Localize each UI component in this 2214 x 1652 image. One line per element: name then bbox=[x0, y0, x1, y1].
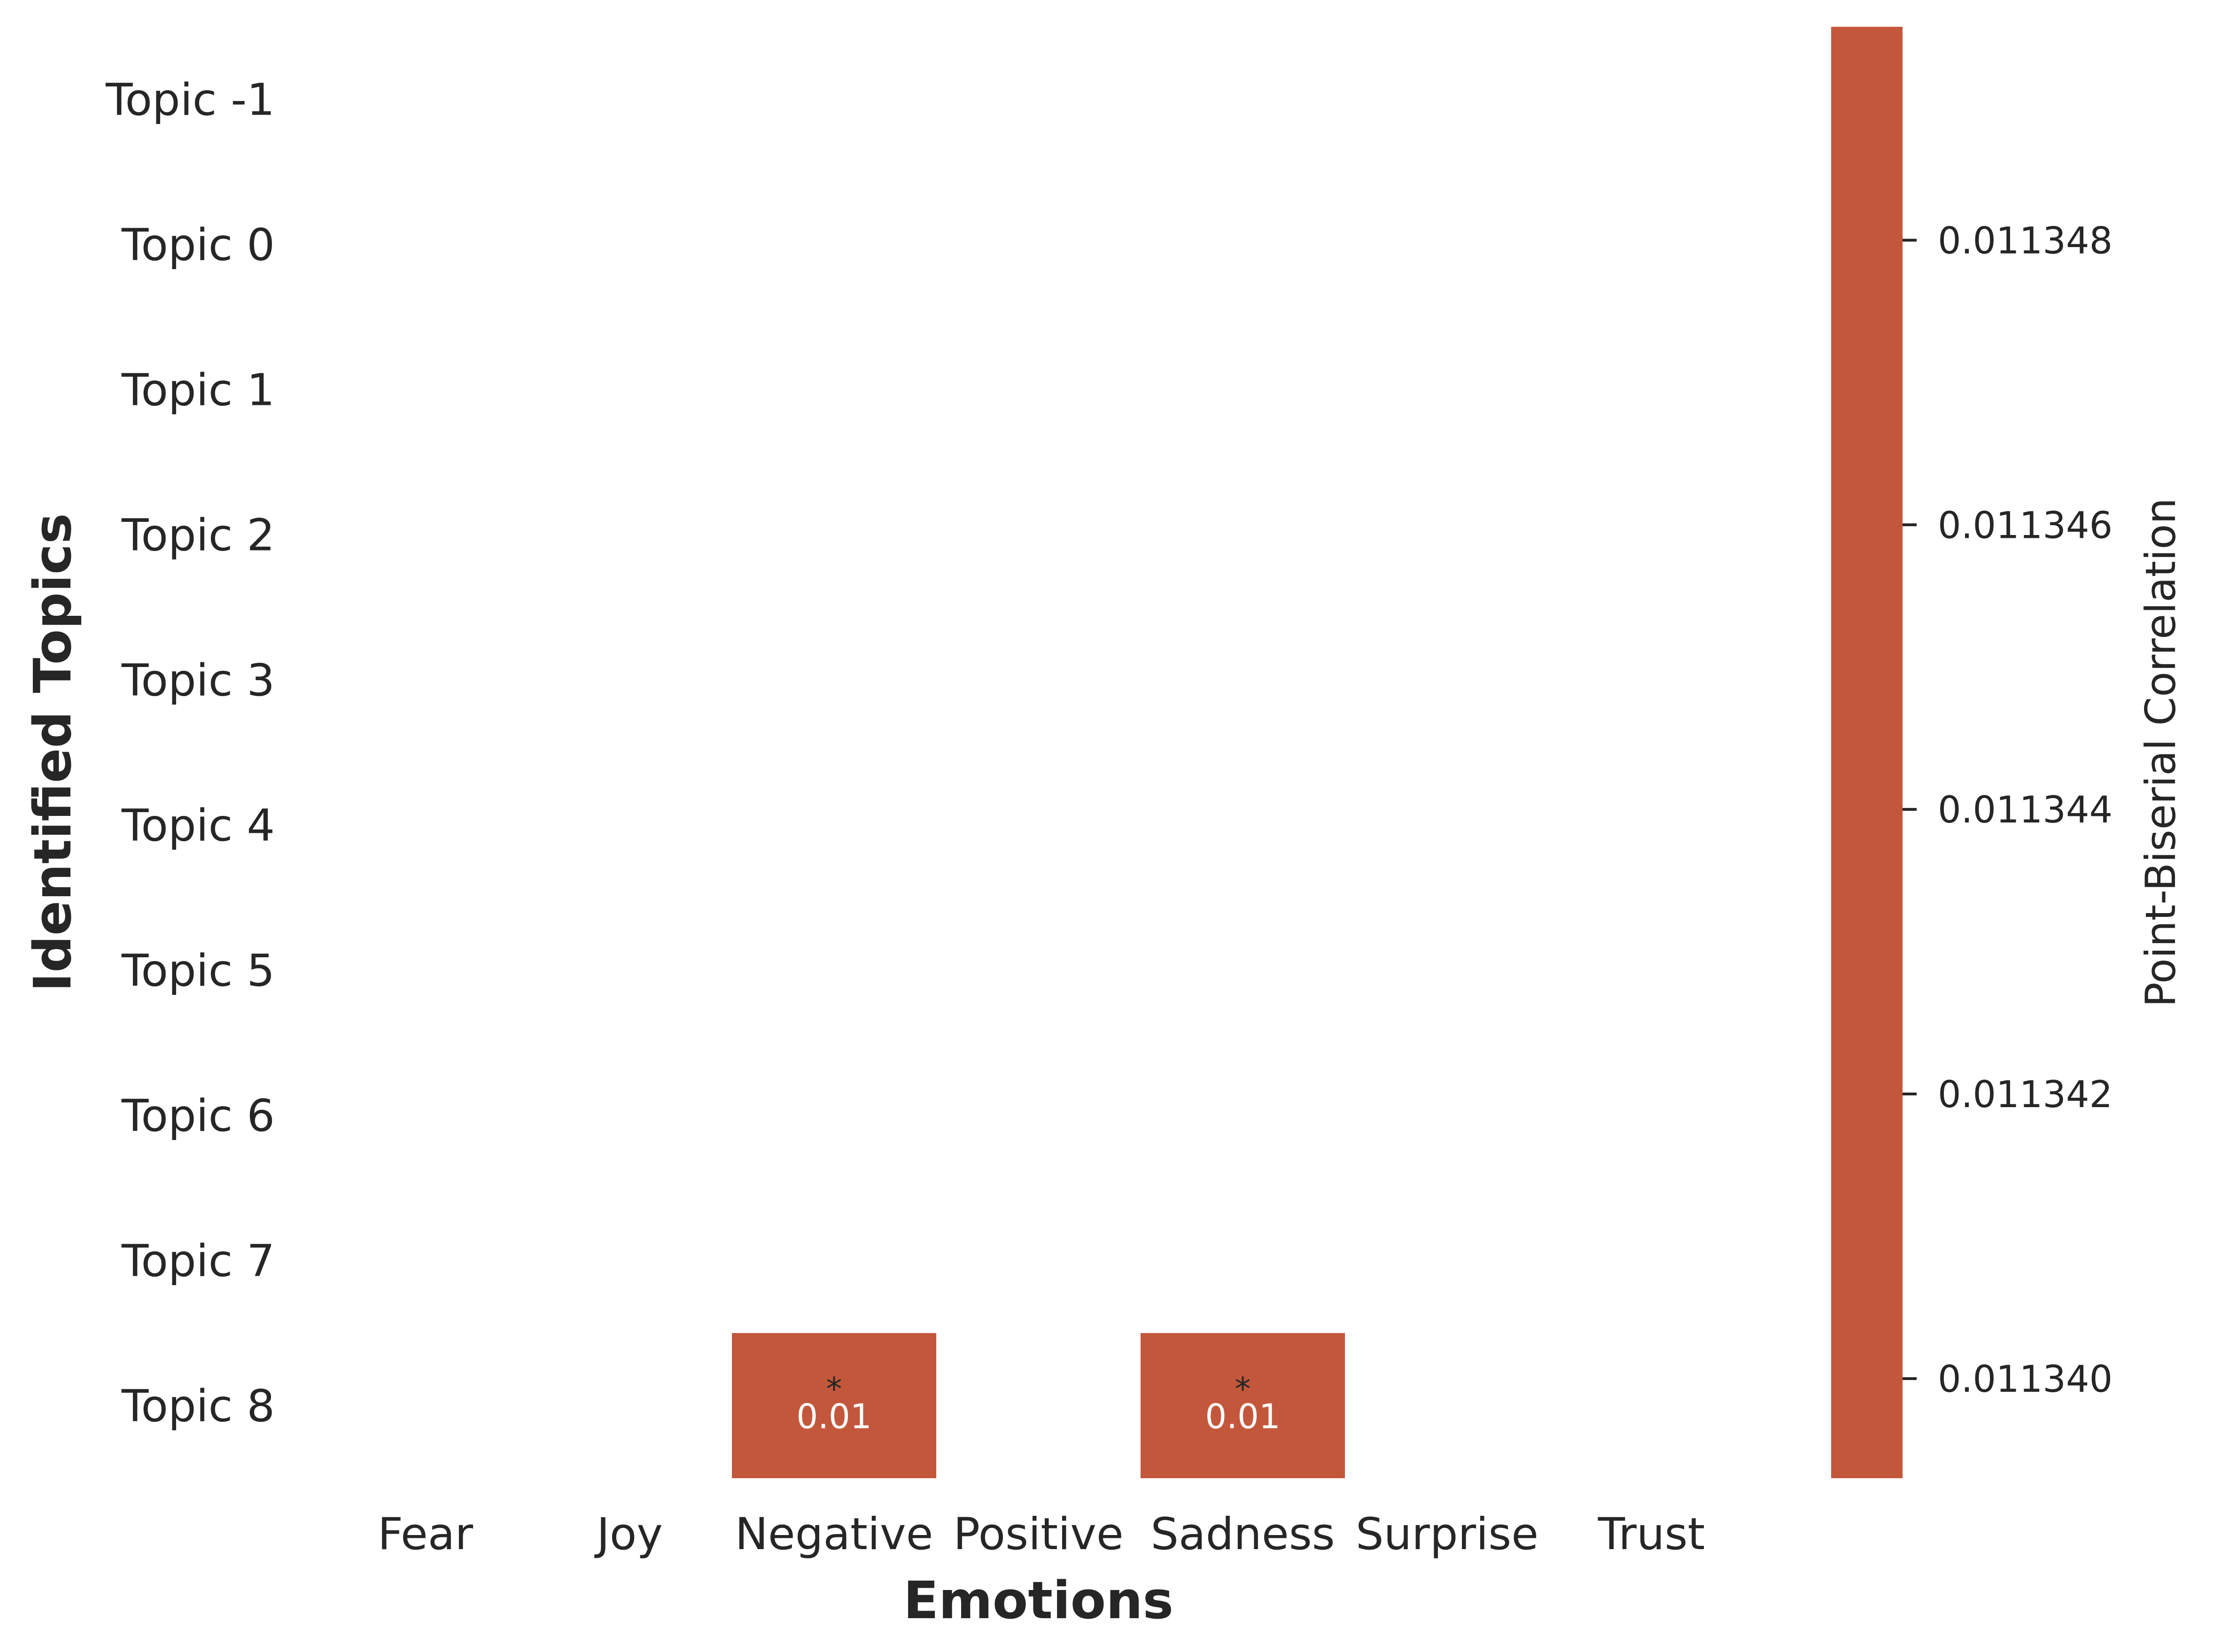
x-tick-label-positive: Positive bbox=[953, 1509, 1123, 1560]
colorbar-title: Point-Biserial Correlation bbox=[2136, 498, 2185, 1007]
cell-topic-8-sadness-value-label: 0.01 bbox=[1205, 1397, 1280, 1436]
cell-topic-8-sadness-significance: * bbox=[1235, 1371, 1251, 1408]
cell-topic-8-sadness bbox=[1141, 1333, 1345, 1478]
x-tick-label-fear: Fear bbox=[378, 1509, 473, 1560]
y-tick-label-topic-1: Topic 1 bbox=[121, 365, 275, 416]
colorbar-tick-label: 0.011340 bbox=[1938, 1358, 2113, 1401]
y-tick-label-topic-2: Topic 2 bbox=[121, 510, 275, 561]
x-tick-label-joy: Joy bbox=[594, 1509, 663, 1560]
y-tick-label-topic-3: Topic 3 bbox=[121, 655, 275, 706]
x-tick-label-negative: Negative bbox=[735, 1509, 933, 1560]
x-tick-label-surprise: Surprise bbox=[1356, 1509, 1538, 1560]
colorbar-tick-label: 0.011346 bbox=[1938, 504, 2113, 547]
y-tick-label-topic-0: Topic 0 bbox=[121, 220, 275, 271]
x-tick-label-sadness: Sadness bbox=[1150, 1509, 1335, 1560]
cell-topic-8-negative-value-label: 0.01 bbox=[796, 1397, 871, 1436]
y-tick-label-topic-8: Topic 8 bbox=[121, 1381, 275, 1432]
colorbar-tick-label: 0.011348 bbox=[1938, 220, 2113, 262]
y-tick-label-topic-7: Topic 7 bbox=[121, 1236, 275, 1287]
heatmap-cells: *0.01*0.01 bbox=[732, 1333, 1345, 1478]
colorbar-gradient bbox=[1831, 27, 1903, 1478]
y-tick-label-topic-6: Topic 6 bbox=[121, 1091, 275, 1142]
x-axis-tick-labels: Fear Joy Negative Positive Sadness Surprise Tr… bbox=[378, 1509, 1705, 1560]
x-axis-title: Emotions bbox=[903, 1570, 1173, 1630]
x-tick-label-trust: Trust bbox=[1598, 1509, 1705, 1560]
y-tick-label-topic-5: Topic 5 bbox=[121, 946, 275, 997]
y-tick-label-topic-4: Topic 4 bbox=[121, 800, 275, 852]
y-axis-tick-labels: Topic -1 Topic 0 Topic 1 Topic 2 Topic 3 Topi… bbox=[105, 75, 275, 1432]
y-axis-title: Identified Topics bbox=[23, 513, 83, 992]
colorbar-tick-label: 0.011344 bbox=[1938, 789, 2113, 831]
colorbar-ticks: 0.011340 0.011342 0.011344 0.011346 0.011348 bbox=[1903, 220, 2113, 1401]
cell-topic-8-negative bbox=[732, 1333, 936, 1478]
colorbar-tick-label: 0.011342 bbox=[1938, 1074, 2113, 1116]
cell-topic-8-negative-significance: * bbox=[826, 1371, 842, 1408]
y-tick-label-topic-1: Topic -1 bbox=[105, 75, 275, 126]
colorbar: 0.011340 0.011342 0.011344 0.011346 0.011348… bbox=[1831, 27, 2185, 1478]
